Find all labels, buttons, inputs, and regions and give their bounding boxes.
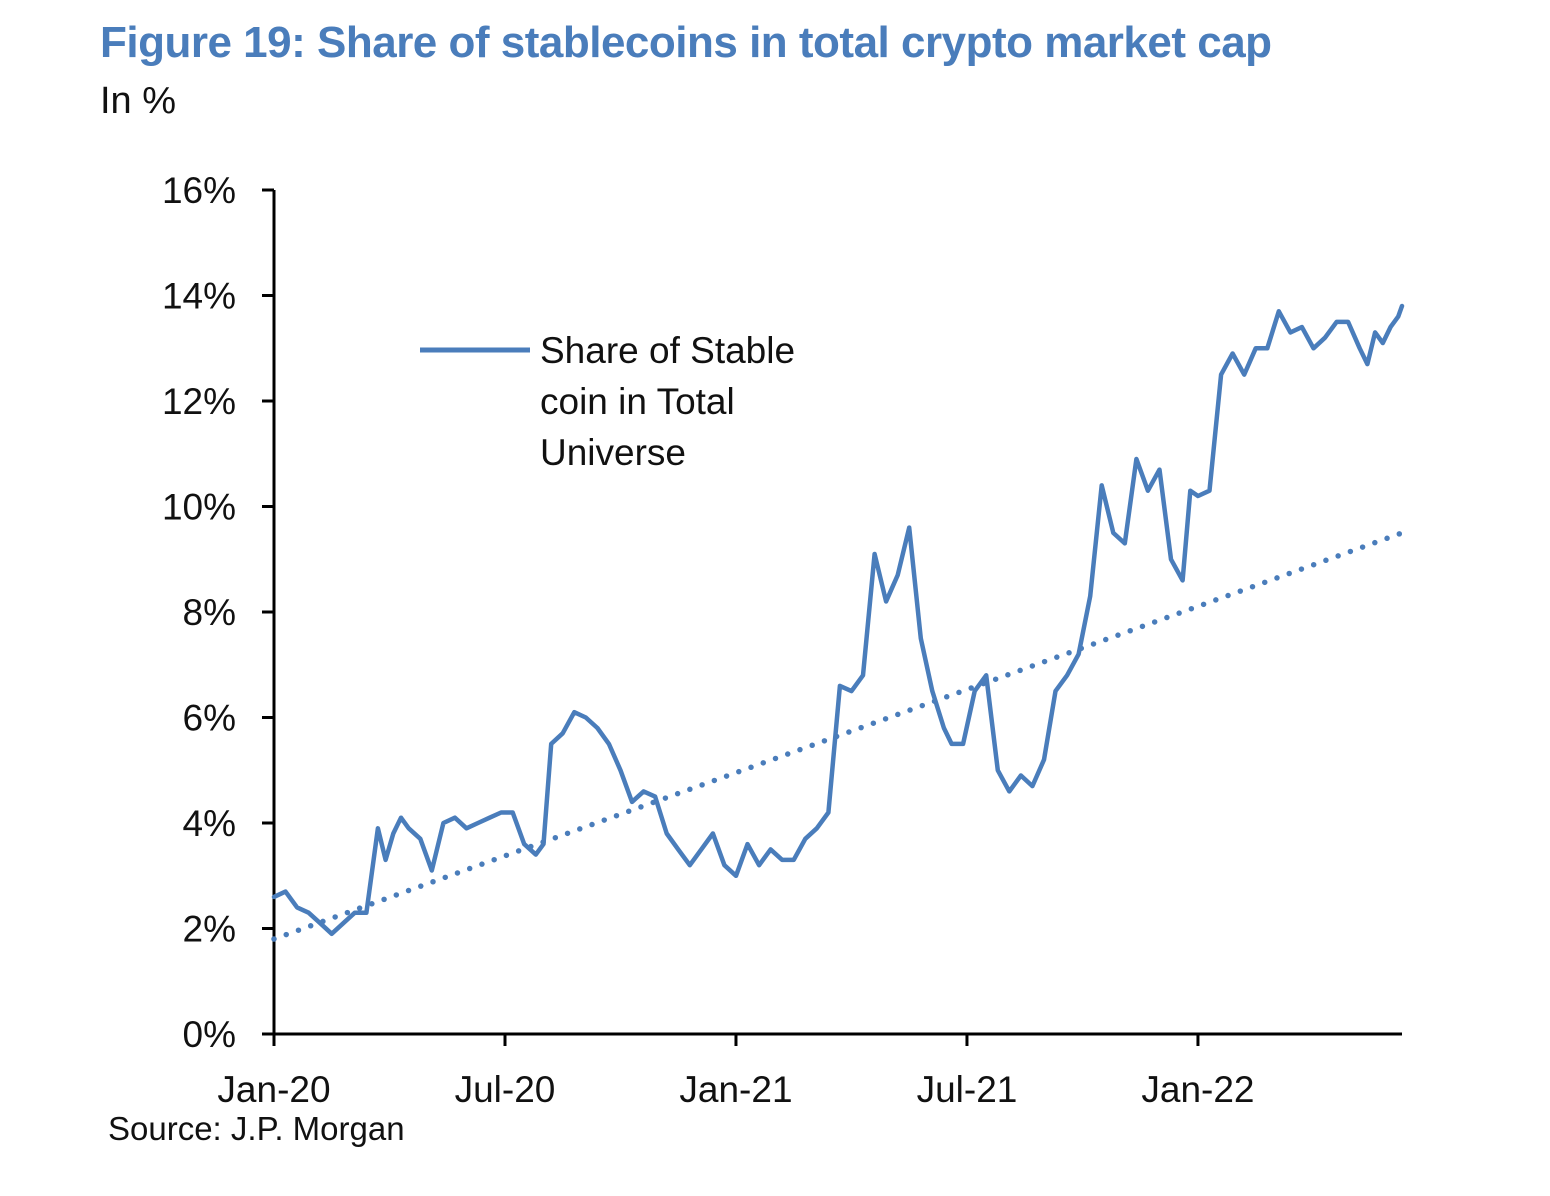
series-line-stablecoin-share [271, 303, 1405, 937]
y-tick-label: 14% [162, 276, 236, 317]
chart-subtitle: In % [100, 80, 177, 122]
source-note: Source: J.P. Morgan [108, 1110, 405, 1147]
x-tick-label: Jan-22 [1141, 1069, 1254, 1110]
legend-label-line-3: Universe [540, 432, 686, 473]
legend: Share of Stable coin in Total Universe [420, 330, 795, 473]
x-tick-label: Jan-21 [679, 1069, 792, 1110]
y-tick-label: 8% [183, 592, 236, 633]
y-tick-label: 4% [183, 803, 236, 844]
x-tick-label: Jul-20 [455, 1069, 556, 1110]
chart-title: Figure 19: Share of stablecoins in total… [100, 18, 1272, 67]
x-tick-label: Jan-20 [217, 1069, 330, 1110]
x-tick-label: Jul-21 [917, 1069, 1018, 1110]
trend-line [271, 530, 1405, 942]
y-tick-label: 10% [162, 487, 236, 528]
y-tick-label: 16% [162, 170, 236, 211]
y-tick-label: 6% [183, 698, 236, 739]
y-tick-label: 12% [162, 381, 236, 422]
x-axis: Jan-20 Jul-20 Jan-21 Jul-21 Jan-22 [217, 1034, 1255, 1110]
y-tick-label: 2% [183, 909, 236, 950]
series-layer [271, 303, 1405, 942]
y-tick-label: 0% [183, 1014, 236, 1055]
y-axis: 0% 2% 4% 6% 8% 10% 12% 14% 16% [162, 170, 274, 1055]
legend-label-line-1: Share of Stable [540, 330, 795, 371]
legend-label-line-2: coin in Total [540, 381, 735, 422]
